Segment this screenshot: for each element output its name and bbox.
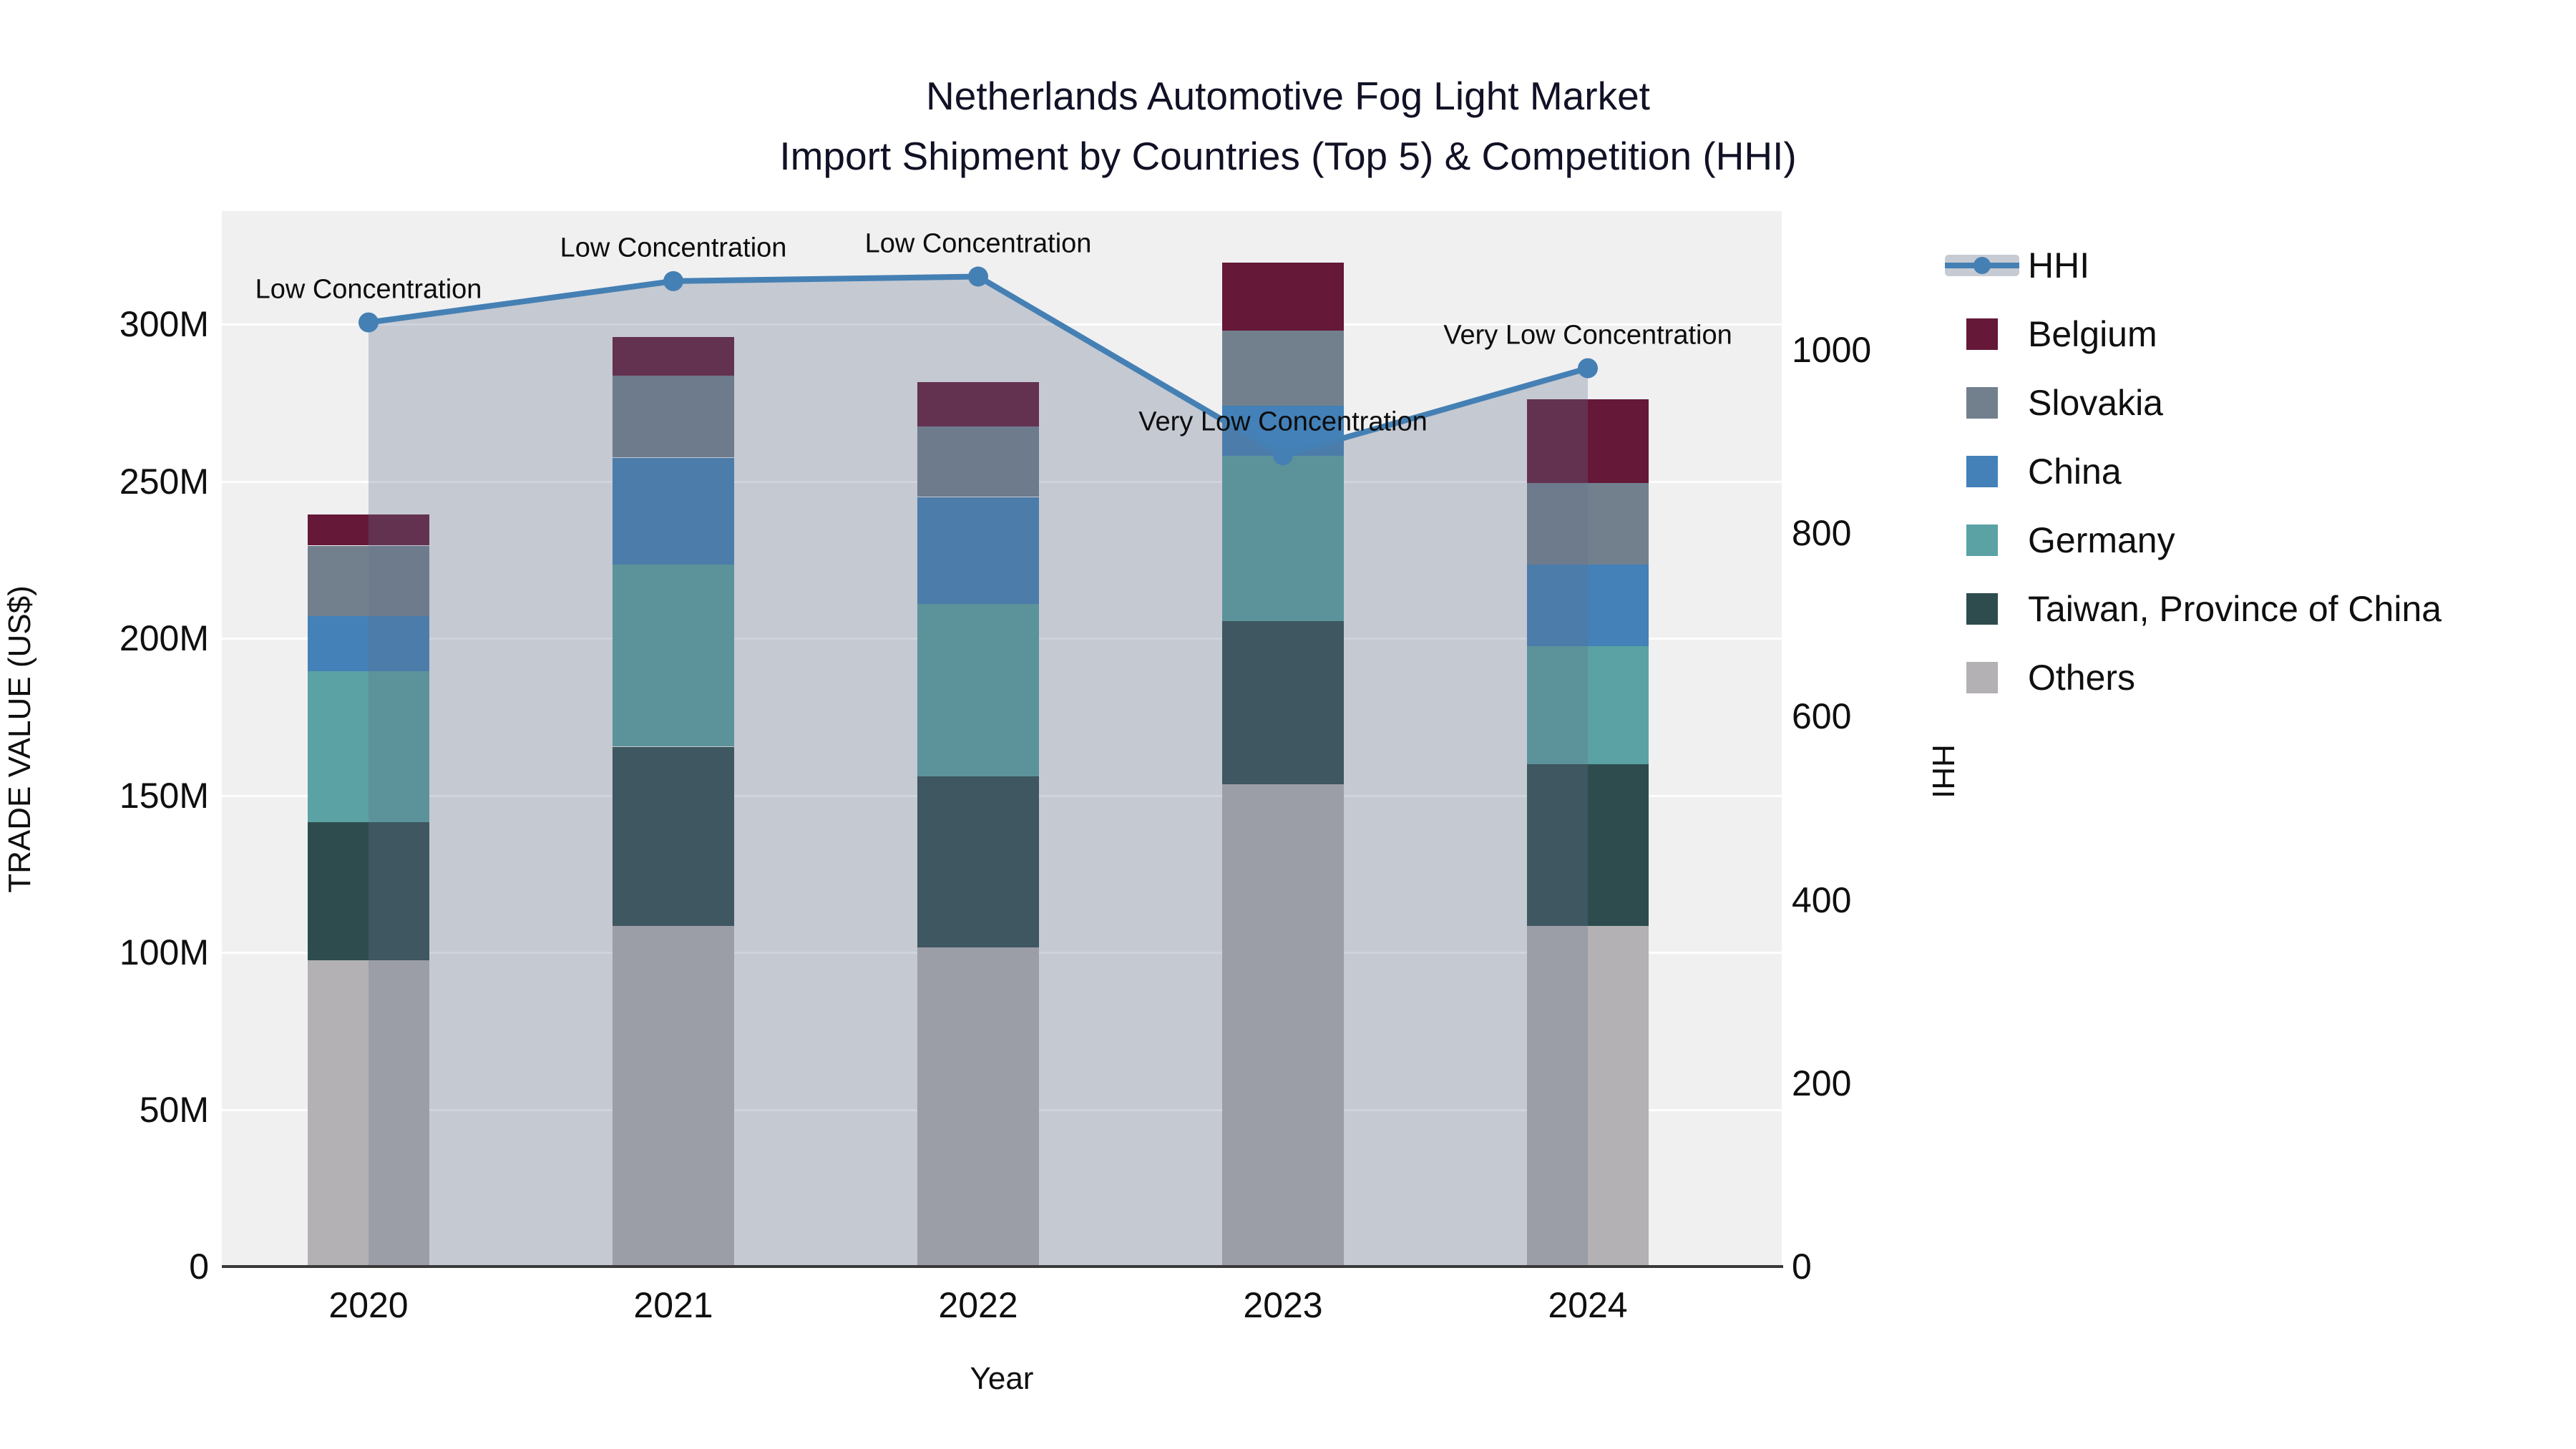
bar-segment-2020-others[interactable] [308,960,429,1267]
legend-color-swatch [1966,387,1998,419]
left-tick-100M: 100M [119,932,209,972]
x-tick-2020: 2020 [328,1285,409,1325]
plot-area: Low Concentration Low Concentration Low Co… [222,211,1782,1267]
annotation-2023: Very Low Concentration [1138,406,1428,437]
legend-item-taiwan-province-of-china[interactable]: Taiwan, Province of China [1945,575,2441,643]
legend-item-belgium[interactable]: Belgium [1945,300,2441,369]
legend-color-swatch [1966,662,1998,693]
right-tick-200: 200 [1792,1063,1852,1103]
chart-title-line1: Netherlands Automotive Fog Light Market [926,74,1650,118]
bar-segment-2024-belgium[interactable] [1527,399,1649,483]
bar-segment-2024-others[interactable] [1527,925,1649,1267]
legend-swatch-icon [1945,456,2019,487]
bar-segment-2023-germany[interactable] [1222,456,1344,621]
legend-item-china[interactable]: China [1945,437,2441,506]
bar-segment-2024-taiwan-province-of-china[interactable] [1527,763,1649,926]
hhi-area-swatch [1945,255,2019,276]
legend-label: Slovakia [2028,383,2163,423]
x-axis-title: Year [970,1361,1034,1396]
chart-title: Netherlands Automotive Fog Light Market … [0,66,2576,186]
bar-segment-2020-taiwan-province-of-china[interactable] [308,821,429,960]
annotation-2024: Very Low Concentration [1443,320,1732,351]
legend-color-swatch [1966,593,1998,625]
left-tick-0: 0 [189,1246,209,1287]
legend-label: Belgium [2028,314,2157,354]
x-tick-2023: 2023 [1243,1285,1323,1325]
right-tick-400: 400 [1792,879,1852,920]
legend-item-slovakia[interactable]: Slovakia [1945,369,2441,437]
bar-segment-2022-belgium[interactable] [917,382,1039,426]
bar-segment-2023-taiwan-province-of-china[interactable] [1222,620,1344,785]
legend-swatch-icon [1945,662,2019,693]
bar-segment-2024-slovakia[interactable] [1527,482,1649,565]
bar-segment-2021-others[interactable] [613,925,734,1267]
bar-segment-2021-belgium[interactable] [613,336,734,376]
legend-color-swatch [1966,318,1998,350]
legend-swatch-icon [1945,593,2019,625]
bar-segment-2022-others[interactable] [917,947,1039,1267]
x-axis-line [222,1265,1783,1268]
left-tick-300M: 300M [119,304,209,344]
legend-item-hhi[interactable]: HHI [1945,231,2441,300]
left-tick-150M: 150M [119,775,209,816]
bar-segment-2023-slovakia[interactable] [1222,330,1344,406]
bar-segment-2020-slovakia[interactable] [308,545,429,617]
legend-swatch-icon [1945,318,2019,350]
bar-segment-2022-china[interactable] [917,497,1039,604]
right-tick-800: 800 [1792,513,1852,554]
hhi-marker-2020[interactable] [358,312,379,333]
bar-segment-2021-slovakia[interactable] [613,376,734,458]
hhi-marker-2021[interactable] [663,270,683,291]
bar-segment-2020-belgium[interactable] [308,514,429,546]
legend-label: China [2028,452,2122,492]
legend: HHI Belgium Slovakia China Germany Taiwan, Pr… [1945,231,2441,712]
bar-segment-2021-germany[interactable] [613,564,734,747]
legend-label: Germany [2028,520,2175,560]
annotation-2020: Low Concentration [255,274,482,305]
bar-segment-2021-china[interactable] [613,457,734,565]
left-tick-250M: 250M [119,461,209,502]
x-tick-2021: 2021 [633,1285,713,1325]
legend-color-swatch [1966,456,1998,487]
legend-item-others[interactable]: Others [1945,643,2441,712]
legend-swatch-icon [1945,525,2019,556]
hhi-area-fill [369,276,1588,1267]
bar-segment-2021-taiwan-province-of-china[interactable] [613,746,734,926]
hhi-marker-2024[interactable] [1578,358,1598,379]
bar-segment-2024-china[interactable] [1527,564,1649,646]
legend-label: Others [2028,658,2136,698]
legend-color-swatch [1966,525,1998,556]
legend-item-germany[interactable]: Germany [1945,506,2441,575]
left-tick-200M: 200M [119,618,209,658]
hhi-marker-swatch [1974,257,1991,274]
right-tick-0: 0 [1792,1246,1812,1287]
x-tick-2022: 2022 [938,1285,1018,1325]
bar-segment-2024-germany[interactable] [1527,646,1649,764]
bar-segment-2022-germany[interactable] [917,603,1039,777]
bar-segment-2020-china[interactable] [308,616,429,672]
right-tick-600: 600 [1792,696,1852,737]
bar-segment-2023-belgium[interactable] [1222,263,1344,331]
legend-swatch-icon [1945,387,2019,419]
legend-label: HHI [2028,245,2090,286]
hhi-line-swatch-icon [1945,255,2019,276]
annotation-2022: Low Concentration [864,228,1092,258]
bar-segment-2023-others[interactable] [1222,784,1344,1267]
hhi-marker-2022[interactable] [968,266,988,287]
left-axis-title: TRADE VALUE (US$) [2,585,37,893]
hhi-line-chart [358,266,1598,1267]
annotation-2021: Low Concentration [560,233,787,263]
left-tick-50M: 50M [139,1089,209,1130]
chart-title-line2: Import Shipment by Countries (Top 5) & C… [779,134,1797,178]
bar-segment-2020-germany[interactable] [308,671,429,822]
x-tick-2024: 2024 [1548,1285,1628,1325]
gridline [222,323,1782,326]
hhi-marker-2023[interactable] [1273,445,1293,466]
bar-segment-2022-slovakia[interactable] [917,426,1039,497]
bar-segment-2022-taiwan-province-of-china[interactable] [917,776,1039,948]
right-tick-1000: 1000 [1792,330,1872,370]
legend-label: Taiwan, Province of China [2028,589,2442,629]
